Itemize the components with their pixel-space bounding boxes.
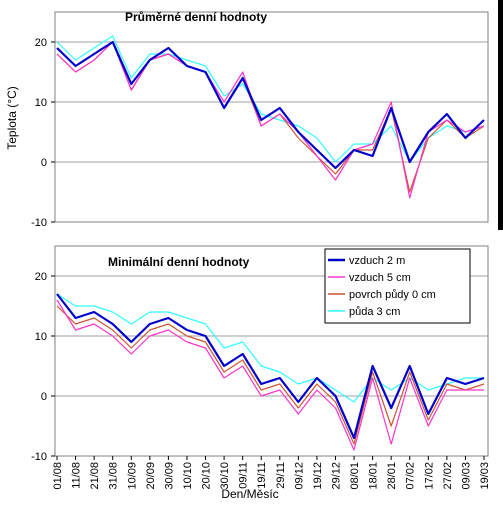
panel-title: Minimální denní hodnoty [108,255,250,269]
y-tick-label: 20 [35,271,47,283]
y-tick-label: -10 [31,217,47,229]
legend-label-3: povrch půdy 0 cm [349,289,436,301]
x-tick-label: 18/01 [368,462,380,490]
series-line-1 [56,40,485,170]
legend-label-2: vzduch 5 cm [349,272,411,284]
series-line-1 [56,293,485,440]
y-tick-label: 0 [41,391,47,403]
y-tick-label: 10 [35,331,47,343]
legend-label-4: půda 3 cm [349,306,400,318]
x-tick-label: 01/08 [52,462,64,490]
x-tick-label: 19/11 [256,462,268,489]
x-tick-label: 27/02 [442,462,454,490]
x-tick-label: 20/09 [145,462,157,490]
x-tick-label: 20/10 [201,462,213,490]
x-tick-label: 08/01 [349,462,361,490]
x-axis-title: Den/Měsíc [221,487,278,501]
x-tick-label: 29/12 [330,462,342,490]
panel-title: Průměrné denní hodnoty [125,10,267,24]
x-tick-label: 21/08 [89,462,101,490]
y-axis-title: Teplota (°C) [5,86,19,150]
series-line-2 [56,41,485,199]
x-tick-label: 19/12 [312,462,324,490]
legend-label-1: vzduch 2 m [349,255,405,267]
x-tick-label: 30/10 [219,462,231,490]
x-tick-label: 09/11 [238,462,250,489]
series-line-3 [56,305,485,445]
x-tick-label: 30/09 [163,462,175,490]
x-tick-label: 29/11 [275,462,287,489]
x-tick-label: 07/02 [405,462,417,490]
right-edge-bar [498,0,503,230]
x-tick-label: 11/08 [71,462,83,489]
x-tick-label: 09/12 [293,462,305,490]
x-tick-label: 10/09 [126,462,138,490]
x-tick-label: 17/02 [423,462,435,490]
series-line-2 [56,299,484,451]
x-tick-label: 28/01 [386,462,398,490]
x-tick-label: 31/08 [108,462,120,490]
legend-box [324,248,471,324]
y-tick-label: -10 [31,451,47,463]
y-tick-label: 20 [35,37,47,49]
y-tick-label: 10 [35,97,47,109]
x-tick-label: 10/10 [182,462,194,490]
x-tick-label: 09/03 [460,462,472,490]
y-tick-label: 0 [41,157,47,169]
x-tick-label: 19/03 [479,462,491,490]
